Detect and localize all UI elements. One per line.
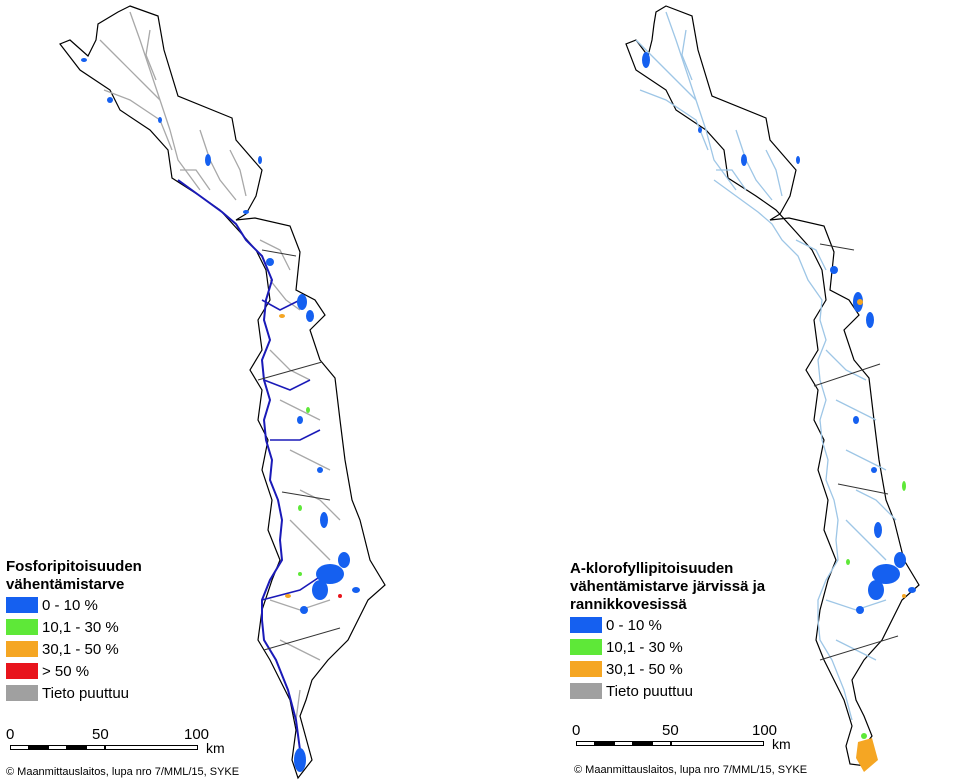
- scale-tick-50: 50: [92, 726, 109, 743]
- lakes-0-10: [81, 58, 360, 772]
- phosphorus-map-panel: Fosforipitoisuuden vähentämistarve 0 - 1…: [6, 5, 386, 780]
- region-boundary: [59, 5, 386, 780]
- scale-tick-0: 0: [572, 722, 581, 739]
- swatch-no-data: [570, 683, 602, 699]
- legend-item-no-data: Tieto puuttuu: [570, 680, 765, 702]
- chlorophyll-map: [625, 5, 920, 772]
- scale-segment: [652, 741, 671, 746]
- scale-bar: 0 50 100 km: [572, 722, 802, 752]
- scale-segment: [10, 745, 29, 750]
- river-network: [635, 11, 897, 721]
- copyright-text: © Maanmittauslaitos, lupa nro 7/MML/15, …: [574, 764, 808, 776]
- legend-label: Tieto puuttuu: [42, 684, 130, 702]
- lakes-10-30: [298, 407, 310, 576]
- lakes-30-50: [856, 299, 906, 772]
- scale-tick-100: 100: [752, 722, 778, 739]
- lakes-10-30: [846, 481, 906, 739]
- phosphorus-legend: Fosforipitoisuuden vähentämistarve 0 - 1…: [6, 558, 142, 704]
- legend-label: 30,1 - 50 %: [606, 660, 683, 678]
- scale-segment: [633, 741, 652, 746]
- legend-item-30-50: 30,1 - 50 %: [6, 638, 142, 660]
- swatch-10-30: [570, 639, 602, 655]
- legend-item-0-10: 0 - 10 %: [6, 594, 142, 616]
- scale-tick-0: 0: [6, 726, 15, 743]
- sub-boundary: [813, 243, 899, 661]
- scale-segment: [86, 745, 105, 750]
- phosphorus-map: [59, 5, 386, 780]
- chlorophyll-legend: A-klorofyllipitoisuuden vähentämistarve …: [570, 560, 765, 702]
- sub-boundary: [257, 249, 341, 651]
- scale-unit: km: [772, 736, 791, 752]
- scale-segment: [671, 741, 764, 746]
- swatch-over-50: [6, 663, 38, 679]
- legend-label: > 50 %: [42, 662, 90, 680]
- scale-unit: km: [206, 740, 225, 756]
- scale-segment: [595, 741, 614, 746]
- scale-segment: [576, 741, 595, 746]
- swatch-10-30: [6, 619, 38, 635]
- legend-title: Fosforipitoisuuden vähentämistarve: [6, 558, 142, 593]
- scale-segment: [48, 745, 67, 750]
- lakes-30-50: [279, 314, 291, 598]
- legend-label: 0 - 10 %: [606, 616, 662, 634]
- tributary-river: [261, 299, 331, 601]
- scale-segment: [67, 745, 86, 750]
- scale-segment: [614, 741, 633, 746]
- scale-tick-100: 100: [184, 726, 210, 743]
- legend-label: 10,1 - 30 %: [42, 618, 119, 636]
- legend-item-0-10: 0 - 10 %: [570, 614, 765, 636]
- scale-segment: [105, 745, 198, 750]
- swatch-30-50: [6, 641, 38, 657]
- main-river: [177, 179, 301, 751]
- coastal-water-30-50: [856, 738, 878, 772]
- legend-label: 10,1 - 30 %: [606, 638, 683, 656]
- swatch-0-10: [570, 617, 602, 633]
- legend-item-10-30: 10,1 - 30 %: [570, 636, 765, 658]
- scale-bar: 0 50 100 km: [6, 726, 236, 756]
- legend-label: 0 - 10 %: [42, 596, 98, 614]
- copyright-text: © Maanmittauslaitos, lupa nro 7/MML/15, …: [6, 766, 240, 778]
- scale-tick-50: 50: [662, 722, 679, 739]
- legend-label: 30,1 - 50 %: [42, 640, 119, 658]
- legend-title: A-klorofyllipitoisuuden vähentämistarve …: [570, 560, 766, 613]
- legend-item-10-30: 10,1 - 30 %: [6, 616, 142, 638]
- legend-item-no-data: Tieto puuttuu: [6, 682, 142, 704]
- legend-item-over-50: > 50 %: [6, 660, 142, 682]
- swatch-30-50: [570, 661, 602, 677]
- lakes-over-50: [338, 594, 342, 598]
- swatch-0-10: [6, 597, 38, 613]
- legend-item-30-50: 30,1 - 50 %: [570, 658, 765, 680]
- legend-label: Tieto puuttuu: [606, 682, 694, 700]
- chlorophyll-map-panel: A-klorofyllipitoisuuden vähentämistarve …: [480, 0, 960, 782]
- swatch-no-data: [6, 685, 38, 701]
- scale-segment: [29, 745, 48, 750]
- lakes-0-10: [642, 52, 916, 614]
